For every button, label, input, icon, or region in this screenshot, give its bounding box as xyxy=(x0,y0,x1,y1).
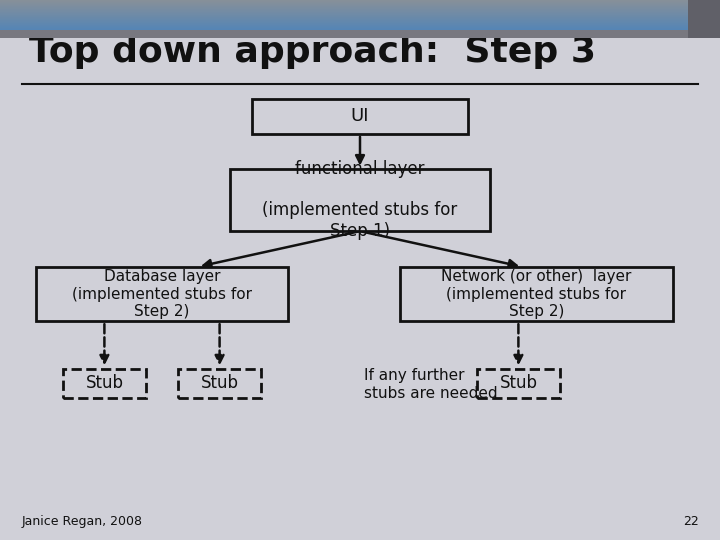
Bar xyxy=(0,14,720,15)
Bar xyxy=(0,17,720,18)
Text: If any further
stubs are needed: If any further stubs are needed xyxy=(364,368,498,401)
Bar xyxy=(0,16,720,17)
Text: Janice Regan, 2008: Janice Regan, 2008 xyxy=(22,515,143,528)
Bar xyxy=(63,369,145,399)
Bar xyxy=(0,0,720,1)
Bar xyxy=(688,0,720,38)
Bar xyxy=(0,25,720,26)
Bar xyxy=(0,26,720,28)
Bar xyxy=(400,267,673,321)
Bar xyxy=(0,18,720,19)
Bar xyxy=(0,20,720,21)
Text: Stub: Stub xyxy=(500,374,537,393)
Bar xyxy=(0,5,720,6)
Bar xyxy=(0,11,720,12)
Bar xyxy=(0,8,720,9)
Bar xyxy=(0,30,720,38)
Bar xyxy=(0,10,720,11)
Bar xyxy=(0,2,720,3)
Bar xyxy=(0,13,720,14)
Bar xyxy=(0,23,720,24)
Bar xyxy=(0,28,720,29)
Bar xyxy=(0,1,720,2)
Bar xyxy=(179,369,261,399)
Bar xyxy=(0,6,720,7)
Bar xyxy=(0,24,720,25)
Bar xyxy=(230,168,490,231)
Bar xyxy=(0,3,720,4)
Bar xyxy=(0,19,720,20)
Text: Network (or other)  layer
(implemented stubs for
Step 2): Network (or other) layer (implemented st… xyxy=(441,269,631,319)
Bar xyxy=(0,4,720,5)
Text: Stub: Stub xyxy=(201,374,238,393)
Bar xyxy=(252,98,468,133)
Bar xyxy=(0,29,720,30)
Bar xyxy=(0,12,720,13)
Text: Top down approach:  Step 3: Top down approach: Step 3 xyxy=(29,35,596,69)
Bar xyxy=(0,15,720,16)
Text: Stub: Stub xyxy=(86,374,123,393)
Text: functional layer

(implemented stubs for
Step 1): functional layer (implemented stubs for … xyxy=(262,160,458,240)
Bar xyxy=(0,22,720,23)
Bar xyxy=(477,369,560,399)
Bar xyxy=(0,21,720,22)
Bar xyxy=(0,7,720,8)
Bar xyxy=(36,267,288,321)
Bar xyxy=(0,9,720,10)
Text: Database layer
(implemented stubs for
Step 2): Database layer (implemented stubs for St… xyxy=(72,269,252,319)
Text: 22: 22 xyxy=(683,515,698,528)
Text: UI: UI xyxy=(351,107,369,125)
